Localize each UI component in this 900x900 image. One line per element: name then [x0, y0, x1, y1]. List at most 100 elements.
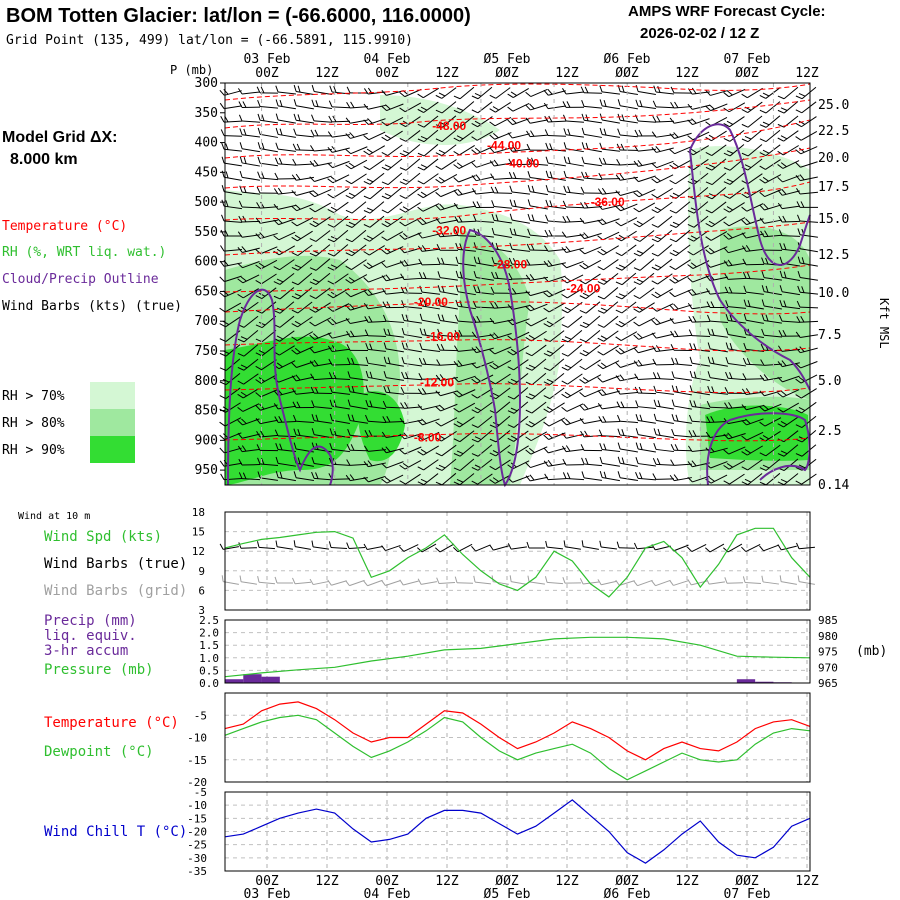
barb-flag [494, 301, 499, 309]
barb-flag [745, 218, 751, 224]
barb-shaft [476, 130, 494, 141]
wind-barb [581, 171, 603, 181]
barb-flag [311, 457, 315, 464]
barb-flag [399, 579, 404, 586]
wind-barb [525, 474, 548, 482]
barb-flag [345, 148, 352, 155]
barb-flag [654, 291, 661, 297]
barb-flag [526, 541, 530, 549]
wind-barb [471, 458, 493, 471]
barb-flag [219, 276, 225, 282]
barb-flag [581, 113, 585, 121]
barb-shaft [637, 579, 653, 587]
barb-flag [291, 375, 297, 382]
wind-barb [777, 145, 799, 156]
barb-flag [219, 307, 226, 313]
height-tick-label: 17.5 [818, 180, 849, 195]
barb-shaft [693, 145, 709, 156]
surface-wind-barb-true [453, 543, 473, 553]
wind-barb [597, 272, 619, 285]
wind-barb [633, 258, 655, 271]
barb-shaft [531, 387, 547, 400]
barb-shaft [728, 262, 746, 267]
wind-barb [563, 128, 584, 138]
barb-shaft [225, 316, 241, 328]
wind-barb [255, 232, 278, 240]
wind-barb [561, 358, 583, 371]
barb-flag [797, 575, 800, 582]
barb-shaft [297, 244, 313, 257]
barb-shaft [657, 187, 673, 199]
wind-barb [255, 417, 278, 425]
barb-shaft [422, 348, 440, 352]
barb-shaft [243, 388, 259, 399]
barb-shaft [585, 273, 601, 285]
barb-flag [633, 360, 639, 367]
wind-barb [561, 418, 584, 426]
barb-flag [453, 202, 459, 210]
barb-flag [368, 315, 373, 323]
barb-shaft [260, 232, 278, 240]
barb-shaft [620, 119, 638, 124]
wind-barb [490, 286, 513, 294]
barb-flag [670, 102, 675, 109]
barb-flag [795, 122, 802, 128]
barb-shaft [549, 358, 565, 371]
barb-flag [384, 134, 392, 139]
barb-shaft [800, 131, 818, 141]
wind-panel: Wind at 10 m Wind Spd (kts) Wind Barbs (… [18, 506, 816, 617]
barb-flag [223, 88, 229, 95]
barb-shaft [350, 319, 368, 324]
surface-wind-barbs [219, 540, 816, 587]
barb-flag [309, 192, 316, 198]
barb-shaft [243, 301, 259, 314]
legend-rh: RH (%, WRT liq. wat.) [2, 245, 166, 260]
wind-barb [435, 115, 457, 128]
barb-flag [293, 128, 297, 136]
barb-shaft [297, 258, 313, 271]
wind-barb [471, 415, 493, 428]
wind-barb [455, 256, 476, 267]
wind-barb [599, 113, 620, 124]
wind-barb [454, 345, 477, 352]
barb-flag [633, 267, 641, 271]
barb-flag [743, 299, 747, 307]
barb-shaft [260, 374, 278, 384]
barb-shaft [512, 148, 530, 152]
barb-flag [724, 273, 729, 280]
wind-barb [597, 259, 619, 271]
barb-shaft [333, 258, 349, 271]
wind-barb [779, 270, 800, 281]
barb-flag [513, 200, 517, 207]
precip-y-tick-label: 2.5 [199, 614, 219, 627]
barb-flag [309, 281, 317, 286]
barb-flag [346, 330, 351, 338]
wind-barb [346, 443, 369, 452]
barb-flag [675, 414, 679, 422]
barb-flag [798, 376, 805, 382]
wind-barb [508, 171, 531, 180]
barb-flag [597, 203, 603, 210]
barb-shaft [692, 290, 710, 296]
barb-flag [777, 137, 784, 142]
bottom-hour-label: 00Z [375, 874, 399, 889]
wind-barb [381, 261, 404, 268]
wind-barb [705, 103, 728, 112]
barb-flag [279, 443, 283, 451]
barb-flag [330, 206, 338, 211]
barb-flag [669, 304, 675, 311]
height-axis-label: Kft MSL [877, 298, 891, 349]
barb-flag [759, 390, 765, 397]
barb-flag [237, 338, 245, 343]
wind-barb [562, 458, 585, 466]
wind-barb [527, 157, 549, 166]
pressure-axis: 3003504004505005506006507007508008509009… [195, 76, 225, 478]
barb-flag [490, 302, 495, 309]
barb-flag [275, 99, 279, 107]
barb-flag [473, 256, 477, 264]
barb-shaft [243, 344, 259, 357]
pressure-axis-label: P (mb) [170, 63, 213, 77]
barb-shaft [620, 434, 638, 438]
wind-barb [652, 100, 675, 109]
wind-barb [437, 313, 458, 324]
